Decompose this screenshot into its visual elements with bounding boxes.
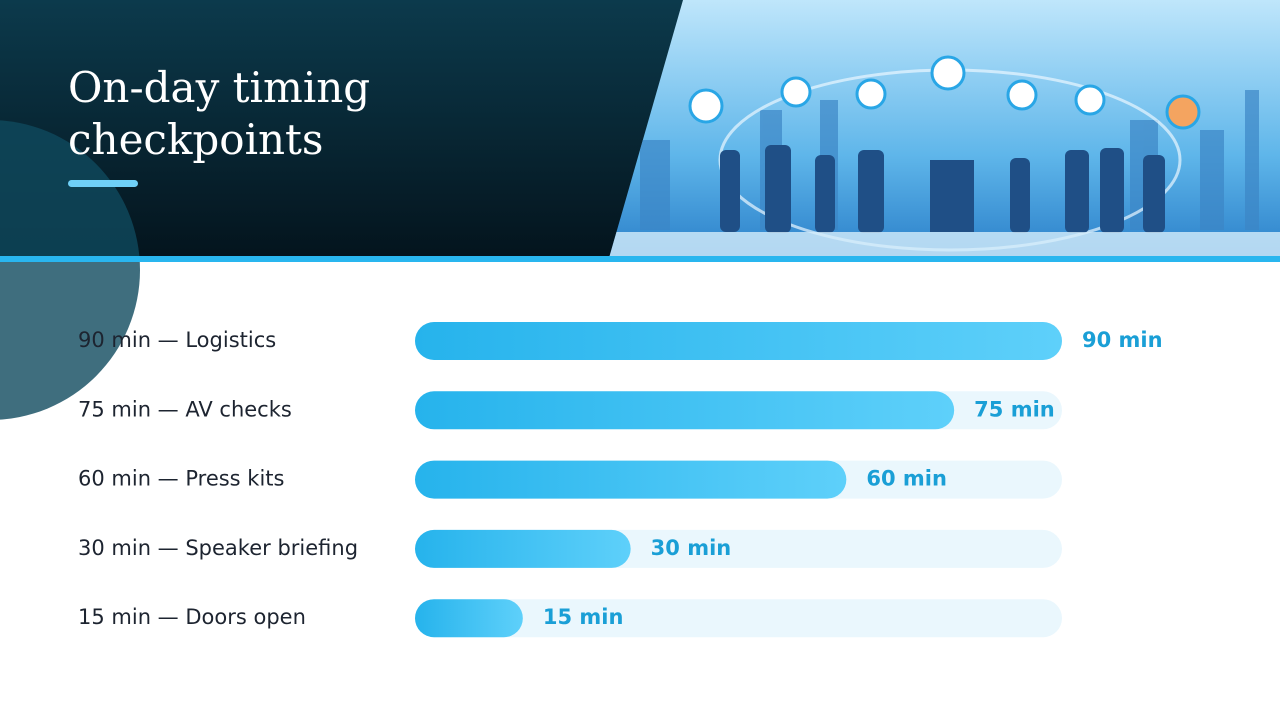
category-label: 90 min — Logistics xyxy=(78,328,276,352)
bar-track xyxy=(415,599,1062,638)
value-label: 90 min xyxy=(1082,328,1163,352)
bar xyxy=(415,529,631,568)
title-accent xyxy=(68,180,138,187)
value-label: 30 min xyxy=(651,536,732,560)
category-label: 15 min — Doors open xyxy=(78,605,306,629)
category-label: 30 min — Speaker briefing xyxy=(78,536,358,560)
category-label: 60 min — Press kits xyxy=(78,467,284,491)
title-line: checkpoints xyxy=(68,115,324,164)
decor-circle xyxy=(0,120,140,420)
title-line: On-day timing xyxy=(68,63,370,112)
bar xyxy=(415,599,523,638)
bar xyxy=(415,391,955,430)
value-label: 75 min xyxy=(974,397,1055,421)
category-label: 75 min — AV checks xyxy=(78,397,292,421)
value-label: 15 min xyxy=(543,605,624,629)
header-image xyxy=(609,0,1280,258)
plot: 90 min — Logistics 90 min 75 min — AV chec… xyxy=(78,322,1163,638)
header-stripe xyxy=(0,256,1280,262)
bar xyxy=(415,460,847,499)
value-label: 60 min xyxy=(866,467,947,491)
bar xyxy=(415,322,1062,360)
